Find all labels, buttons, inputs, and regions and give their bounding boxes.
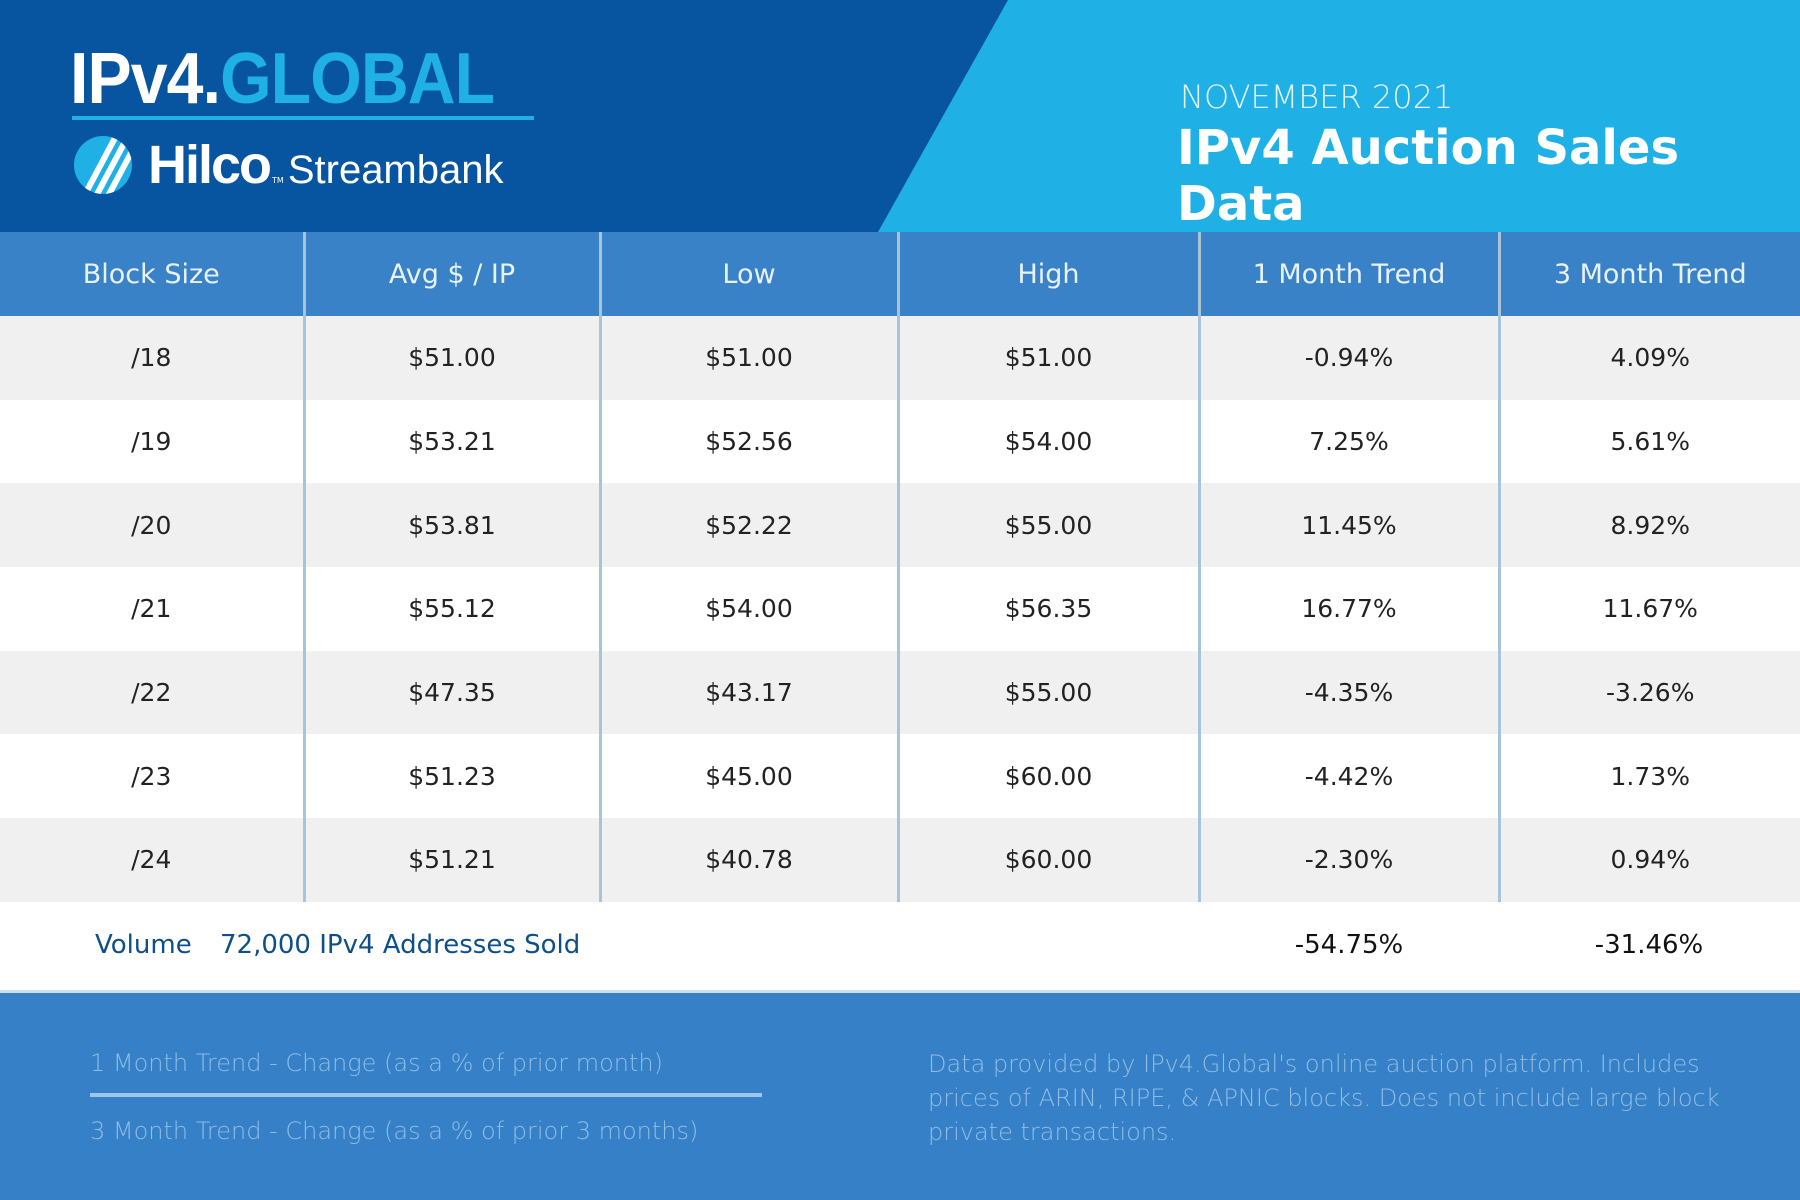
table-cell: -0.94% (1197, 316, 1499, 400)
table-row: /23 $51.23 $45.00 $60.00 -4.42% 1.73% (0, 734, 1800, 819)
table-cell: $60.00 (896, 734, 1199, 819)
table-cell: $51.00 (598, 316, 898, 400)
table-cell: $55.00 (896, 483, 1199, 568)
table-cell: /19 (131, 427, 172, 457)
table-row: /22 $47.35 $43.17 $55.00 -4.35% -3.26% (0, 650, 1800, 735)
report-month: NOVEMBER 2021 (1180, 78, 1454, 116)
logo-divider (72, 116, 534, 120)
volume-row: Volume 72,000 IPv4 Addresses Sold -54.75… (0, 902, 1800, 990)
logo-tm: TM (272, 175, 284, 185)
table-cell: $45.00 (598, 734, 898, 819)
table-row: /21 $55.12 $54.00 $56.35 16.77% 11.67% (0, 567, 1800, 651)
legend-3-month: 3 Month Trend - Change (as a % of prior … (90, 1117, 699, 1145)
hilco-mark-icon (74, 136, 132, 194)
column-header: High (896, 232, 1199, 316)
table-cell: 7.25% (1197, 399, 1499, 484)
table-cell: $51.21 (302, 818, 600, 902)
table-cell: $56.35 (896, 567, 1199, 651)
column-header: 3 Month Trend (1497, 232, 1800, 316)
table-cell: $40.78 (598, 818, 898, 902)
table-cell: -4.35% (1197, 650, 1499, 735)
logo-text-ipv4: IPv4. (70, 39, 221, 119)
legend-1-month: 1 Month Trend - Change (as a % of prior … (90, 1049, 663, 1077)
table-cell: $51.23 (302, 734, 600, 819)
table-cell: /22 (0, 650, 304, 735)
table-cell: $51.00 (896, 316, 1199, 400)
table-header-row: Block Size Avg $ / IP Low High 1 Month Trend… (0, 232, 1800, 316)
column-header: Avg $ / IP (302, 232, 600, 316)
table-cell: $43.17 (598, 650, 898, 735)
auction-data-table: Block Size Avg $ / IP Low High 1 Month Trend… (0, 232, 1800, 902)
table-cell: $55.00 (896, 650, 1199, 735)
logo-text-hilco: Hilco (148, 135, 272, 195)
logo-text-global: GLOBAL (220, 39, 495, 119)
table-cell: 11.67% (1497, 567, 1800, 651)
logo-text-streambank: Streambank (287, 147, 504, 192)
table-cell: 1.73% (1497, 734, 1800, 819)
table-cell: /20 (0, 483, 304, 568)
column-header: 1 Month Trend (1197, 232, 1499, 316)
table-row: /19 $53.21 $52.56 $54.00 7.25% 5.61% (0, 399, 1800, 484)
table-row: /20 $53.81 $52.22 $55.00 11.45% 8.92% (0, 483, 1800, 568)
table-cell: $47.35 (302, 650, 600, 735)
table-cell: 4.09% (1497, 316, 1800, 400)
hilco-streambank-logo: Hilco TM Streambank (74, 134, 504, 196)
table-cell: $51.00 (302, 316, 600, 400)
table-cell: $54.00 (598, 567, 898, 651)
table-cell: -2.30% (1197, 818, 1499, 902)
volume-text: 72,000 IPv4 Addresses Sold (220, 930, 581, 960)
footer: 1 Month Trend - Change (as a % of prior … (0, 990, 1800, 1200)
table-row: /24 $51.21 $40.78 $60.00 -2.30% 0.94% (0, 818, 1800, 902)
data-source-note: Data provided by IPv4.Global's online au… (928, 1050, 1720, 1146)
volume-3-month-trend: -31.46% (1594, 930, 1704, 960)
table-cell: $54.00 (896, 399, 1199, 484)
table-cell: $52.56 (598, 399, 898, 484)
volume-1-month-trend: -54.75% (1294, 930, 1404, 960)
table-cell: $53.21 (302, 399, 600, 484)
table-cell: $52.22 (598, 483, 898, 568)
table-row: /18 $51.00 $51.00 $51.00 -0.94% 4.09% (0, 316, 1800, 400)
page-title: IPv4 Auction Sales Data (1177, 120, 1680, 232)
ipv4-global-logo: IPv4.GLOBAL (70, 38, 495, 120)
table-cell: /18 (0, 316, 304, 400)
table-cell: -3.26% (1497, 650, 1800, 735)
table-cell: /24 (0, 818, 304, 902)
table-cell: 5.61% (1497, 399, 1800, 484)
table-cell: $60.00 (896, 818, 1199, 902)
column-header: Low (598, 232, 898, 316)
volume-label: Volume (95, 930, 192, 960)
table-cell: 11.45% (1197, 483, 1499, 568)
header-banner: IPv4.GLOBAL Hilco TM Streambank NOVEMBER… (0, 0, 1800, 232)
table-cell: -4.42% (1197, 734, 1499, 819)
column-header: Block Size (0, 232, 304, 316)
table-cell: 8.92% (1497, 483, 1800, 568)
table-cell: 0.94% (1497, 818, 1800, 902)
table-cell: /23 (131, 761, 172, 791)
table-cell: /21 (131, 594, 172, 624)
table-cell: $53.81 (302, 483, 600, 568)
table-cell: $55.12 (302, 567, 600, 651)
legend-divider (90, 1093, 762, 1097)
table-cell: 16.77% (1197, 567, 1499, 651)
